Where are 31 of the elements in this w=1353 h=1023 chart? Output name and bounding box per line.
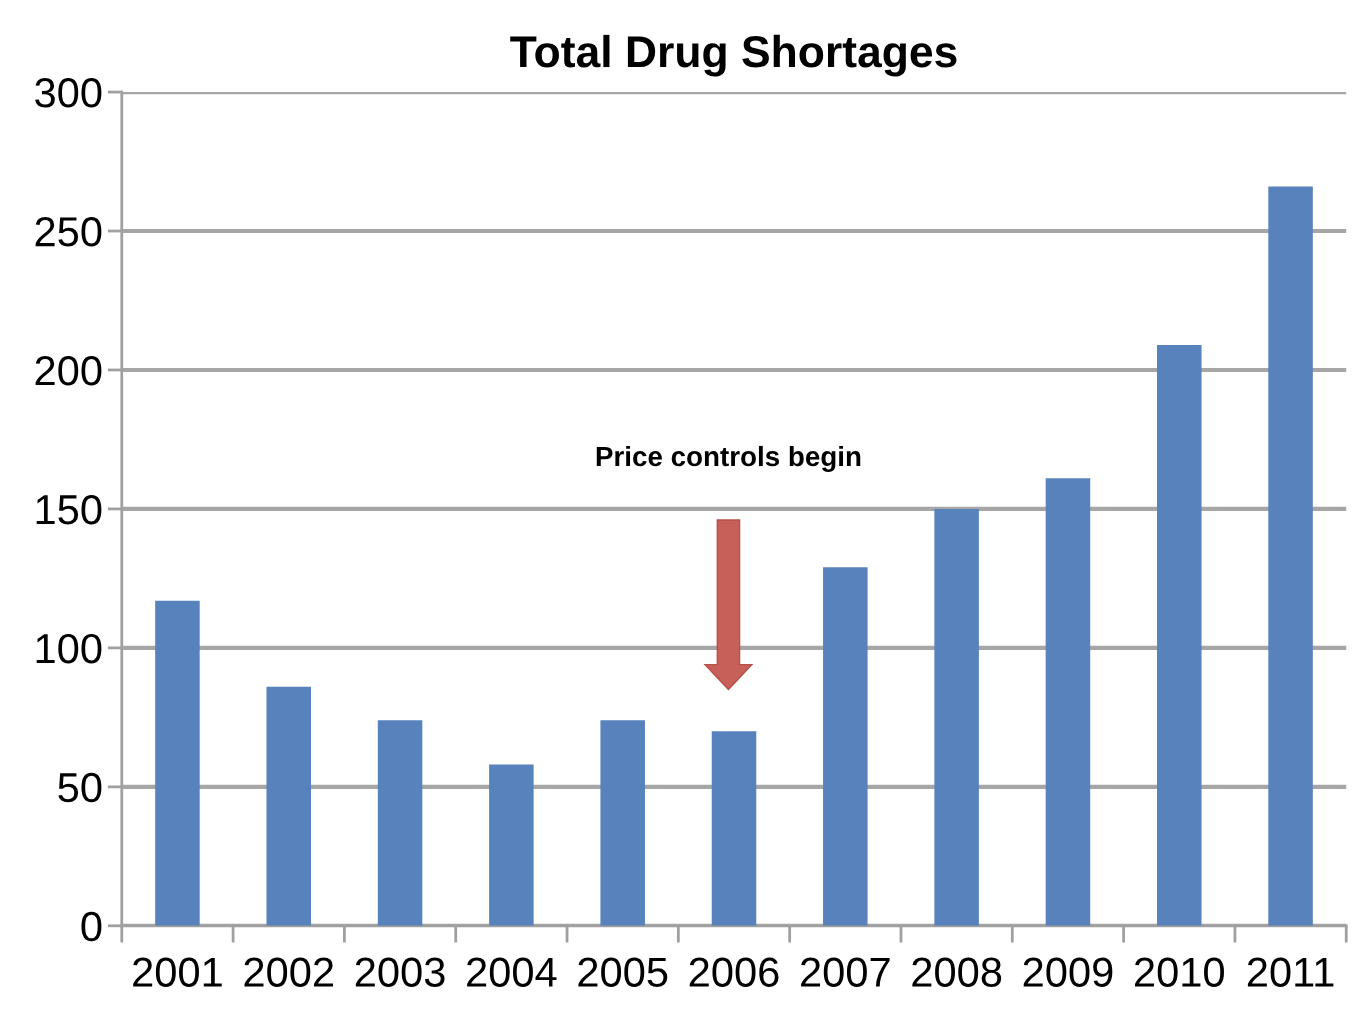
y-tick-label: 150 bbox=[36, 494, 102, 525]
x-tick-label: 2006 bbox=[689, 957, 779, 987]
bar bbox=[600, 720, 645, 926]
bar bbox=[489, 764, 534, 926]
x-tick-label: 2004 bbox=[467, 957, 557, 987]
bar bbox=[266, 686, 312, 926]
y-tick-label: 50 bbox=[58, 772, 102, 803]
annotation: Price controls begin bbox=[596, 445, 861, 472]
bar bbox=[1157, 344, 1202, 926]
bar bbox=[823, 567, 868, 926]
y-tick-label: 250 bbox=[35, 217, 102, 247]
x-tick-label: 2007 bbox=[801, 957, 890, 987]
y-tick-label: 200 bbox=[35, 355, 102, 386]
y-tick-label: 100 bbox=[36, 633, 102, 664]
bar bbox=[711, 731, 757, 926]
bar bbox=[934, 508, 979, 926]
chart-title: Total Drug Shortages bbox=[510, 34, 957, 77]
y-tick-label: 0 bbox=[81, 911, 102, 942]
x-tick-label: 2009 bbox=[1023, 957, 1113, 987]
bar bbox=[377, 720, 423, 926]
x-tick-label: 2002 bbox=[244, 957, 333, 987]
x-tick-label: 2008 bbox=[912, 957, 1002, 987]
bar bbox=[1045, 478, 1091, 926]
y-tick-label: 300 bbox=[35, 78, 102, 108]
x-tick-label: 2011 bbox=[1247, 957, 1334, 987]
x-tick-label: 2003 bbox=[355, 957, 445, 987]
x-tick-label: 2010 bbox=[1135, 957, 1224, 987]
bar bbox=[1268, 186, 1313, 926]
x-tick-label: 2001 bbox=[133, 957, 222, 987]
x-tick-label: 2005 bbox=[578, 957, 668, 987]
bar bbox=[155, 600, 200, 926]
